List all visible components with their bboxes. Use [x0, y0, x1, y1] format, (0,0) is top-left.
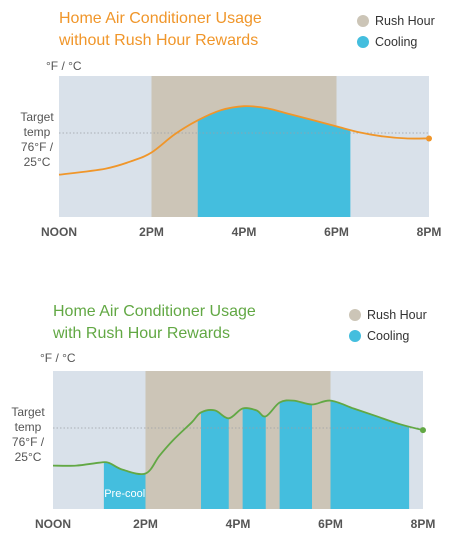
target-temp-label-line: temp [15, 420, 42, 434]
x-tick-label: 8PM [411, 517, 436, 531]
target-temp-label-line: 25°C [15, 450, 42, 464]
x-tick-label: 8PM [417, 225, 442, 239]
line-end-point [426, 135, 432, 142]
x-tick-label: 6PM [318, 517, 343, 531]
chart-title-line-1: Home Air Conditioner Usage [53, 303, 256, 320]
chart-without-rewards: Home Air Conditioner Usage without Rush … [0, 0, 450, 250]
chart-with-rewards: Home Air Conditioner Usage with Rush Hou… [0, 295, 450, 541]
cooling-swatch [357, 35, 369, 48]
x-tick-label: NOON [41, 225, 77, 239]
line-end-point [420, 427, 426, 434]
legend-item-cooling: Cooling [357, 32, 435, 51]
target-temp-label: Target temp 76°F /25°C [11, 405, 45, 464]
target-temp-label: Target temp 76°F /25°C [20, 110, 54, 169]
x-tick-label: 2PM [139, 225, 164, 239]
target-temp-label-line: Target [20, 110, 54, 124]
legend-item-cooling: Cooling [349, 326, 427, 345]
legend-item-rush-hour: Rush Hour [357, 11, 435, 30]
target-temp-label-line: Target [11, 405, 45, 419]
legend: Rush Hour Cooling [349, 305, 427, 347]
cooling-period [197, 106, 351, 217]
temperature-line [52, 399, 424, 476]
chart-svg: Target temp 76°F /25°C NOON 2PM 4PM 6PM 8PM [20, 76, 442, 239]
chart-title-line-2: without Rush Hour Rewards [59, 32, 259, 49]
cooling-period [201, 400, 229, 509]
cooling-period [279, 400, 312, 509]
x-tick-label: 4PM [232, 225, 257, 239]
target-temp-label-line: temp [24, 125, 51, 139]
chart-title-line-1: Home Air Conditioner Usage [59, 10, 262, 27]
legend-item-rush-hour: Rush Hour [349, 305, 427, 324]
chart-title: Home Air Conditioner Usage without Rush … [59, 8, 262, 52]
chart-title-line-2: with Rush Hour Rewards [53, 325, 230, 342]
target-temp-label-line: 76°F / [12, 435, 45, 449]
cooling-period [242, 400, 266, 509]
x-tick-label: 4PM [226, 517, 251, 531]
legend-label-cooling: Cooling [367, 328, 410, 343]
legend-label-rush-hour: Rush Hour [375, 13, 435, 28]
y-axis-unit-label: °F / °C [40, 351, 76, 365]
x-tick-label: NOON [35, 517, 71, 531]
rush-hour-swatch [357, 14, 369, 27]
x-tick-label: 6PM [324, 225, 349, 239]
legend: Rush Hour Cooling [357, 11, 435, 53]
x-tick-label: 2PM [133, 517, 158, 531]
precool-label: Pre-cool [104, 488, 145, 500]
cooling-swatch [349, 329, 361, 342]
legend-label-cooling: Cooling [375, 34, 418, 49]
y-axis-unit-label: °F / °C [46, 59, 82, 73]
legend-label-rush-hour: Rush Hour [367, 307, 427, 322]
chart-title: Home Air Conditioner Usage with Rush Hou… [53, 301, 256, 345]
target-temp-label-line: 76°F / [21, 140, 54, 154]
temperature-line [58, 105, 430, 176]
chart-svg: Target temp 76°F /25°C NOON 2PM 4PM 6PM 8PM Pre-… [11, 371, 436, 531]
target-temp-label-line: 25°C [24, 155, 51, 169]
rush-hour-swatch [349, 308, 361, 321]
